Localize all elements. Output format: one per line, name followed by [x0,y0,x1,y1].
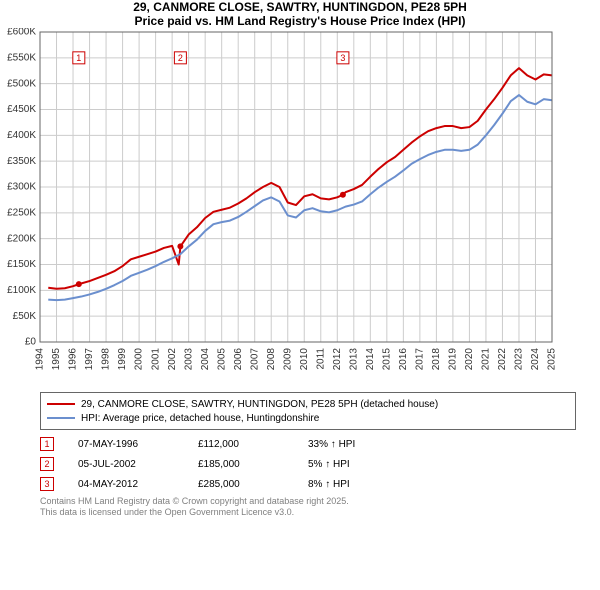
transaction-row: 1 07-MAY-1996£112,00033% ↑ HPI [40,434,576,454]
x-tick-label: 2025 [547,348,558,371]
x-tick-label: 2007 [249,348,260,371]
x-tick-label: 2020 [464,348,475,371]
marker-dot-3 [340,192,346,198]
legend: 29, CANMORE CLOSE, SAWTRY, HUNTINGDON, P… [40,392,576,430]
legend-swatch [47,403,75,405]
x-tick-label: 2003 [183,348,194,371]
transaction-price: £112,000 [198,439,308,450]
x-tick-label: 2016 [398,348,409,371]
y-tick-label: £400K [7,130,36,141]
x-tick-label: 2006 [233,348,244,371]
x-tick-label: 2001 [150,348,161,371]
x-tick-label: 2018 [431,348,442,371]
transaction-date: 05-JUL-2002 [78,459,198,470]
title-line-2: Price paid vs. HM Land Registry's House … [0,14,600,28]
x-tick-label: 2011 [315,348,326,370]
y-tick-label: £550K [7,52,36,63]
transaction-marker: 3 [40,477,54,491]
transaction-marker: 1 [40,437,54,451]
x-tick-label: 2005 [216,348,227,371]
x-tick-label: 2008 [266,348,277,371]
y-tick-label: £600K [7,28,36,38]
price-chart: 1 2 3 £0 £50K £100K £150K £200K £250K £300K £350K £… [0,28,560,388]
y-tick-label: £500K [7,78,36,89]
x-tick-label: 2000 [134,348,145,371]
y-tick-label: £100K [7,285,36,296]
transaction-row: 3 04-MAY-2012£285,0008% ↑ HPI [40,474,576,494]
transaction-date: 07-MAY-1996 [78,439,198,450]
chart-container: 1 2 3 £0 £50K £100K £150K £200K £250K £300K £350K £… [0,28,600,388]
marker-box-label-2: 2 [178,53,183,63]
x-tick-label: 2021 [481,348,492,371]
y-tick-label: £150K [7,259,36,270]
x-tick-label: 2024 [530,348,541,371]
transaction-diff: 5% ↑ HPI [308,459,408,470]
x-tick-label: 2013 [348,348,359,371]
x-tick-label: 2014 [365,348,376,371]
transaction-diff: 8% ↑ HPI [308,479,408,490]
transaction-date: 04-MAY-2012 [78,479,198,490]
x-tick-label: 2002 [167,348,178,371]
footer-line-1: Contains HM Land Registry data © Crown c… [40,496,576,507]
x-tick-label: 1995 [51,348,62,371]
marker-dot-2 [177,243,183,249]
transaction-row: 2 05-JUL-2002£185,0005% ↑ HPI [40,454,576,474]
y-tick-label: £450K [7,104,36,115]
legend-swatch [47,417,75,419]
y-tick-label: £300K [7,182,36,193]
transaction-marker: 2 [40,457,54,471]
x-tick-label: 1996 [68,348,79,371]
footer-attribution: Contains HM Land Registry data © Crown c… [40,496,576,519]
x-tick-label: 1999 [117,348,128,371]
x-tick-label: 2022 [497,348,508,371]
transaction-price: £285,000 [198,479,308,490]
x-tick-label: 1994 [35,348,46,371]
marker-box-label-3: 3 [340,53,345,63]
title-line-1: 29, CANMORE CLOSE, SAWTRY, HUNTINGDON, P… [0,0,600,14]
legend-item: 29, CANMORE CLOSE, SAWTRY, HUNTINGDON, P… [47,397,569,411]
legend-label: HPI: Average price, detached house, Hunt… [81,413,319,424]
x-tick-label: 2023 [514,348,525,371]
x-tick-label: 1998 [101,348,112,371]
x-tick-label: 2017 [415,348,426,371]
footer-line-2: This data is licensed under the Open Gov… [40,507,576,518]
x-tick-label: 2012 [332,348,343,371]
y-tick-label: £350K [7,156,36,167]
legend-item: HPI: Average price, detached house, Hunt… [47,411,569,425]
legend-label: 29, CANMORE CLOSE, SAWTRY, HUNTINGDON, P… [81,399,438,410]
x-tick-label: 2015 [381,348,392,371]
transactions-table: 1 07-MAY-1996£112,00033% ↑ HPI 2 05-JUL-200… [40,434,576,494]
marker-box-label-1: 1 [76,53,81,63]
y-tick-label: £50K [13,311,37,322]
x-tick-label: 2004 [200,348,211,371]
marker-dot-1 [76,281,82,287]
transaction-diff: 33% ↑ HPI [308,439,408,450]
chart-title: 29, CANMORE CLOSE, SAWTRY, HUNTINGDON, P… [0,0,600,28]
transaction-price: £185,000 [198,459,308,470]
x-tick-label: 2019 [448,348,459,371]
x-tick-label: 1997 [84,348,95,371]
y-tick-label: £250K [7,207,36,218]
y-tick-label: £0 [25,337,37,348]
x-tick-label: 2010 [299,348,310,371]
x-tick-label: 2009 [282,348,293,371]
y-tick-label: £200K [7,233,36,244]
